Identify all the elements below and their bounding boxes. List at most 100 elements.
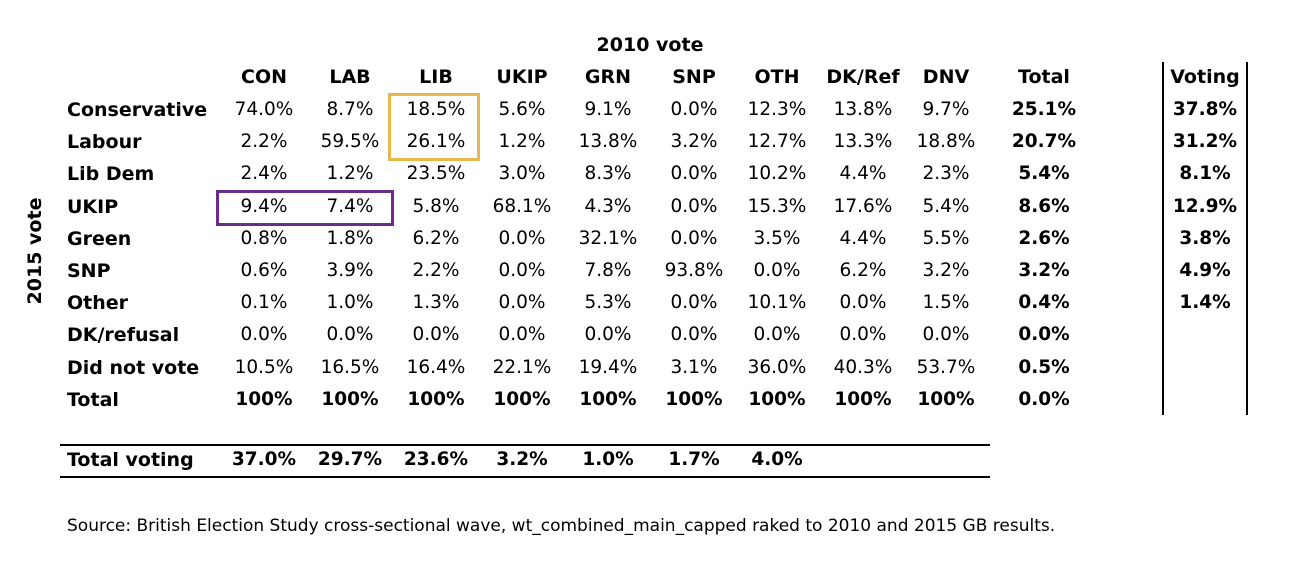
cell-total-snp: 100%: [665, 388, 723, 410]
total-voting-grn: 1.0%: [582, 449, 634, 470]
cell-green-dnv: 5.5%: [922, 227, 970, 249]
cell-other-oth: 10.1%: [747, 292, 807, 314]
row-label-other: Other: [67, 292, 129, 315]
column-header-ukip: UKIP: [496, 66, 548, 88]
cell-dk-refusal-lab: 0.0%: [326, 324, 374, 346]
row-label-snp: SNP: [67, 260, 111, 282]
column-header-total: Total: [1018, 66, 1070, 88]
cell-snp-dk-ref: 6.2%: [839, 260, 887, 281]
total-voting-snp: 1.7%: [668, 449, 720, 470]
cell-dk-refusal-ukip: 0.0%: [498, 324, 546, 346]
cell-lib-dem-dnv: 2.3%: [922, 163, 970, 185]
cell-total-dk-ref: 100%: [834, 388, 892, 410]
cell-conservative-ukip: 5.6%: [498, 99, 546, 120]
cell-other-lib: 1.3%: [412, 292, 460, 314]
cell-conservative-dk-ref: 13.8%: [833, 99, 893, 120]
cell-labour-dnv: 18.8%: [916, 131, 976, 153]
total-voting-oth: 4.0%: [751, 449, 803, 470]
cell-snp-voting: 4.9%: [1179, 260, 1231, 281]
cell-green-lib: 6.2%: [412, 227, 460, 249]
cell-lib-dem-lib: 23.5%: [406, 163, 466, 185]
cell-lib-dem-dk-ref: 4.4%: [839, 163, 887, 185]
cell-total-lab: 100%: [321, 388, 379, 410]
column-header-snp: SNP: [672, 66, 716, 88]
cell-green-grn: 32.1%: [578, 227, 638, 249]
cell-labour-snp: 3.2%: [670, 131, 718, 153]
cell-conservative-lab: 8.7%: [326, 99, 374, 120]
cell-conservative-total: 25.1%: [1011, 99, 1077, 120]
cell-lib-dem-total: 5.4%: [1018, 163, 1070, 185]
column-header-oth: OTH: [754, 66, 800, 88]
row-label-conservative: Conservative: [67, 99, 208, 121]
cell-green-total: 2.6%: [1018, 227, 1070, 249]
cell-did-not-vote-dnv: 53.7%: [916, 356, 976, 378]
cell-total-lib: 100%: [407, 388, 465, 410]
cell-ukip-ukip: 68.1%: [492, 195, 552, 217]
cell-lib-dem-voting: 8.1%: [1179, 163, 1231, 185]
cell-dk-refusal-dk-ref: 0.0%: [839, 324, 887, 346]
cell-labour-total: 20.7%: [1011, 131, 1077, 153]
row-label-ukip: UKIP: [67, 195, 119, 218]
cell-total-con: 100%: [235, 388, 293, 410]
column-header-dnv: DNV: [922, 66, 970, 88]
source-note: Source: British Election Study cross-sec…: [67, 516, 1056, 536]
row-label-lib-dem: Lib Dem: [67, 163, 155, 186]
total-voting-lib: 23.6%: [403, 449, 469, 470]
cell-conservative-snp: 0.0%: [670, 99, 718, 120]
cell-ukip-oth: 15.3%: [747, 195, 807, 217]
cell-other-voting: 1.4%: [1179, 292, 1231, 314]
cell-green-dk-ref: 4.4%: [839, 227, 887, 249]
cell-other-snp: 0.0%: [670, 292, 718, 314]
cell-did-not-vote-snp: 3.1%: [670, 356, 718, 378]
column-header-lib: LIB: [419, 66, 453, 88]
cell-ukip-lab: 7.4%: [326, 195, 374, 217]
cell-lib-dem-ukip: 3.0%: [498, 163, 546, 185]
total-voting-bottom-rule: [60, 476, 990, 478]
cell-other-con: 0.1%: [240, 292, 288, 314]
lib-to-con-lab-highlight: [388, 93, 480, 162]
cell-dk-refusal-lib: 0.0%: [412, 324, 460, 346]
cell-ukip-voting: 12.9%: [1172, 195, 1238, 217]
cell-dk-refusal-grn: 0.0%: [584, 324, 632, 346]
cell-other-ukip: 0.0%: [498, 292, 546, 314]
row-axis-label: 2015 vote: [24, 197, 46, 305]
row-label-dk-refusal: DK/refusal: [67, 324, 180, 347]
cell-did-not-vote-lab: 16.5%: [320, 356, 380, 378]
cell-ukip-lib: 5.8%: [412, 195, 460, 217]
cell-did-not-vote-con: 10.5%: [234, 356, 294, 378]
total-voting-top-rule: [60, 444, 990, 446]
cell-other-grn: 5.3%: [584, 292, 632, 314]
row-label-total: Total: [67, 388, 119, 411]
con-lab-to-ukip-highlight: [216, 189, 394, 226]
cell-total-dnv: 100%: [917, 388, 975, 410]
column-header-con: CON: [241, 66, 287, 88]
voting-left-divider: [1162, 62, 1164, 415]
cell-snp-dnv: 3.2%: [922, 260, 970, 281]
cell-snp-grn: 7.8%: [584, 260, 632, 281]
cell-snp-lib: 2.2%: [412, 260, 460, 281]
row-label-labour: Labour: [67, 131, 142, 154]
cell-lib-dem-snp: 0.0%: [670, 163, 718, 185]
cell-dk-refusal-dnv: 0.0%: [922, 324, 970, 346]
cell-green-ukip: 0.0%: [498, 227, 546, 249]
total-voting-lab: 29.7%: [317, 449, 383, 470]
cell-dk-refusal-oth: 0.0%: [753, 324, 801, 346]
cell-other-lab: 1.0%: [326, 292, 374, 314]
cell-labour-dk-ref: 13.3%: [833, 131, 893, 153]
cell-labour-grn: 13.8%: [578, 131, 638, 153]
cell-snp-snp: 93.8%: [664, 260, 724, 281]
cell-snp-lab: 3.9%: [326, 260, 374, 281]
cell-lib-dem-con: 2.4%: [240, 163, 288, 185]
voting-right-divider: [1246, 62, 1248, 415]
cell-conservative-oth: 12.3%: [747, 99, 807, 120]
cell-did-not-vote-ukip: 22.1%: [492, 356, 552, 378]
cell-conservative-voting: 37.8%: [1172, 99, 1238, 120]
cell-labour-oth: 12.7%: [747, 131, 807, 153]
cell-labour-con: 2.2%: [240, 131, 288, 153]
cell-lib-dem-grn: 8.3%: [584, 163, 632, 185]
column-header-grn: GRN: [584, 66, 632, 88]
cell-total-ukip: 100%: [493, 388, 551, 410]
cell-did-not-vote-total: 0.5%: [1018, 356, 1070, 378]
row-label-green: Green: [67, 227, 132, 250]
cell-other-dnv: 1.5%: [922, 292, 970, 314]
